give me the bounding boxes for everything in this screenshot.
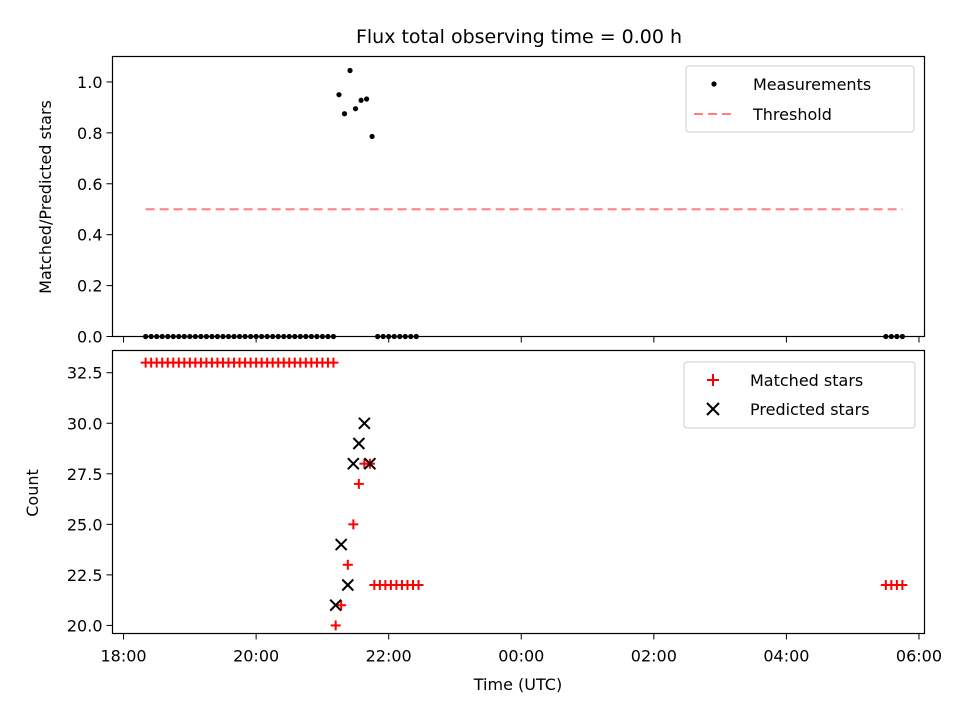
predicted-star-point [341, 578, 355, 592]
y-tick-label: 0.4 [77, 226, 102, 245]
measurement-point [363, 96, 370, 102]
bottom-y-axis: 20.0 22.5 25.0 27.5 30.0 32.5 [67, 364, 113, 635]
x-tick-label: 18:00 [100, 647, 146, 666]
matched-star-point [348, 519, 359, 530]
x-tick-label: 02:00 [631, 647, 677, 666]
top-y-axis-label: Matched/Predicted stars [36, 100, 55, 294]
measurement-point [347, 67, 353, 74]
y-tick-label: 27.5 [67, 465, 103, 484]
top-legend-box [685, 65, 915, 133]
y-tick-label: 25.0 [67, 515, 103, 534]
matched-star-point [336, 600, 347, 611]
measurement-point [369, 133, 375, 140]
y-tick-label: 22.5 [67, 566, 103, 585]
measurement-point [341, 111, 348, 117]
legend-matched-label: Matched stars [750, 371, 863, 390]
bottom-legend-box [683, 361, 916, 429]
y-tick-label: 0.6 [77, 175, 102, 194]
top-legend: Measurements Threshold [685, 65, 915, 133]
x-tick-label: 22:00 [366, 647, 412, 666]
legend-measurements-marker [711, 81, 717, 87]
matched-star-point [328, 357, 339, 368]
x-tick-label: 04:00 [763, 647, 809, 666]
x-tick-label: 20:00 [233, 647, 279, 666]
predicted-star-point [347, 457, 360, 470]
x-axis-label: Time (UTC) [473, 675, 562, 694]
measurement-point [352, 106, 359, 112]
top-y-axis: 0.0 0.2 0.4 0.6 0.8 1.0 [77, 73, 113, 347]
bottom-legend: Matched stars Predicted stars [683, 361, 916, 429]
legend-predicted-label: Predicted stars [750, 400, 870, 419]
predicted-star-point [334, 538, 348, 551]
matched-star-point [353, 478, 364, 489]
y-tick-label: 30.0 [67, 414, 103, 433]
predicted-star-point [363, 457, 377, 470]
y-tick-label: 0.8 [77, 124, 102, 143]
bottom-series-layer [140, 357, 908, 631]
top-plot: 0.0 0.2 0.4 0.6 0.8 1.0 Matched/Predicted sta… [36, 55, 926, 347]
predicted-star-point [352, 437, 366, 450]
chart-title: Flux total observing time = 0.00 h [356, 26, 682, 48]
legend-measurements-label: Measurements [753, 75, 871, 94]
legend-threshold-label: Threshold [752, 105, 832, 124]
legend-predicted-marker [706, 402, 720, 416]
top-plot-frame [111, 55, 926, 338]
bottom-plot-frame [111, 349, 926, 635]
measurement-point [336, 92, 342, 98]
x-tick-label: 00:00 [498, 647, 544, 666]
matched-star-point [342, 559, 353, 570]
matched-star-point [330, 620, 341, 631]
measurement-point [358, 97, 364, 103]
y-tick-label: 0.0 [77, 328, 102, 347]
x-tick-label: 06:00 [896, 647, 942, 666]
y-tick-label: 1.0 [77, 73, 102, 92]
matched-star-point [897, 579, 908, 590]
y-tick-label: 20.0 [67, 616, 103, 635]
top-series-layer [143, 67, 906, 340]
y-tick-label: 0.2 [77, 277, 102, 296]
legend-matched-marker [707, 374, 719, 386]
predicted-star-point [329, 598, 342, 612]
y-tick-label: 32.5 [67, 364, 103, 383]
bottom-plot: 20.0 22.5 25.0 27.5 30.0 32.5 18:00 20:00 22:00… [23, 349, 942, 694]
bottom-x-axis: 18:00 20:00 22:00 00:00 02:00 04:00 06:00 [100, 633, 942, 666]
matched-star-point [413, 579, 424, 590]
predicted-star-point [358, 417, 371, 430]
bottom-y-axis-label: Count [23, 469, 42, 517]
